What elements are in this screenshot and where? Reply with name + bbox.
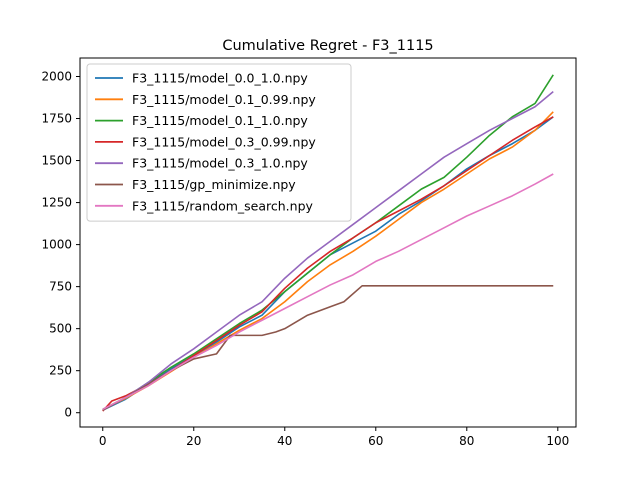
- y-tick-label: 1500: [41, 154, 72, 168]
- axes-frame: [79, 57, 577, 428]
- y-tick-label: 500: [49, 322, 72, 336]
- legend-label: F3_1115/model_0.0_1.0.npy: [132, 71, 308, 86]
- x-tick-label: 60: [368, 434, 383, 448]
- y-tick-label: 1750: [41, 112, 72, 126]
- legend-label: F3_1115/model_0.1_1.0.npy: [132, 113, 308, 128]
- chart-title: Cumulative Regret - F3_1115: [222, 38, 433, 54]
- x-tick-label: 20: [186, 434, 201, 448]
- legend-label: F3_1115/random_search.npy: [132, 198, 313, 213]
- y-tick-label: 1000: [41, 238, 72, 252]
- series-line-2: [102, 74, 554, 411]
- legend-label: F3_1115/model_0.1_0.99.npy: [132, 92, 316, 107]
- x-tick-label: 0: [99, 434, 107, 448]
- y-tick-label: 2000: [41, 69, 72, 83]
- y-tick-label: 250: [49, 364, 72, 378]
- series-line-6: [102, 173, 554, 411]
- y-tick-label: 0: [64, 406, 72, 420]
- y-tick-label: 750: [49, 280, 72, 294]
- x-tick-label: 40: [277, 434, 292, 448]
- series-line-4: [102, 91, 554, 411]
- plot-area: 0 20 40 60 80 1000250500750100012501500175020…: [41, 57, 577, 448]
- x-tick-label: 100: [546, 434, 569, 448]
- legend-label: F3_1115/gp_minimize.npy: [132, 177, 296, 192]
- x-tick-label: 80: [459, 434, 474, 448]
- legend-label: F3_1115/model_0.3_1.0.npy: [132, 156, 308, 171]
- y-tick-label: 1250: [41, 196, 72, 210]
- legend-box: [86, 63, 352, 222]
- legend-label: F3_1115/model_0.3_0.99.npy: [132, 134, 316, 149]
